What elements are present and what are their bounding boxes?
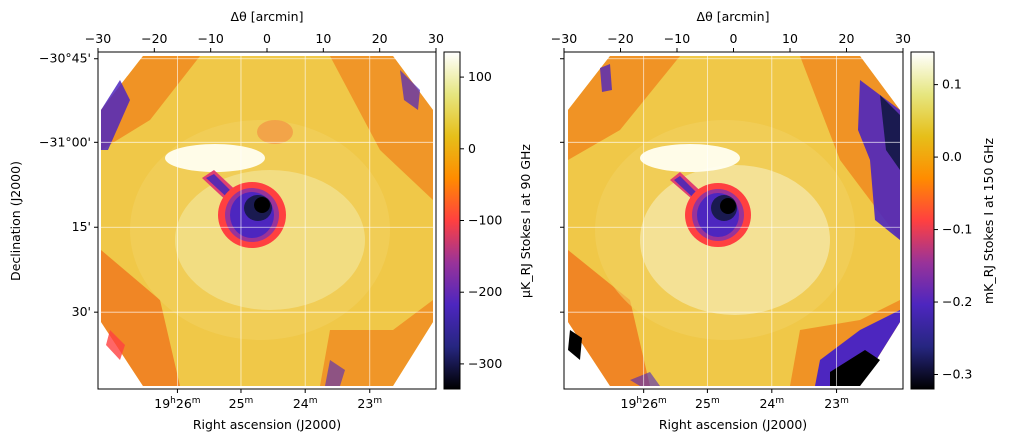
map-image	[564, 52, 903, 389]
top-tick-label: 20	[372, 31, 388, 46]
colorbar-tick-label: −100	[468, 213, 502, 228]
top-axis-label: Δθ [arcmin]	[231, 9, 304, 24]
colorbar-gradient	[443, 51, 461, 390]
colorbar-tick-label: −300	[468, 356, 502, 371]
colorbar-tick-label: −0.3	[942, 367, 972, 382]
colorbar-label: μK_RJ Stokes I at 90 GHz	[518, 144, 533, 298]
top-axis-label: Δθ [arcmin]	[697, 9, 770, 24]
colorbar-label: mK_RJ Stokes I at 150 GHz	[981, 138, 996, 305]
colorbar-tick-label: 0.1	[942, 77, 962, 92]
bottom-axis-label: Right ascension (J2000)	[193, 417, 341, 432]
top-tick-label: 10	[782, 31, 798, 46]
top-tick-label: 0	[730, 31, 738, 46]
bottom-tick-label: 19h26m	[154, 396, 200, 411]
colorbar-ticks: −300 −200 −100 0 100	[460, 69, 502, 371]
left-tick-label: −31°00'	[39, 134, 91, 149]
axis-ticks: −30 −20 −10 0 10 20 30 19h26m 25m 24m 23m −30°45' −3…	[39, 31, 444, 411]
colorbar-gradient	[910, 51, 935, 390]
bottom-tick-label: 24m	[293, 396, 318, 411]
left-tick-label: 15'	[72, 219, 91, 234]
left-tick-label: 30'	[72, 304, 91, 319]
colorbar-tick-label: 100	[468, 69, 492, 84]
colorbar-tick-label: −200	[468, 284, 502, 299]
top-tick-label: 30	[428, 31, 444, 46]
map-image	[98, 52, 436, 389]
bottom-tick-label: 23m	[357, 396, 382, 411]
grid-lines	[98, 52, 436, 389]
top-tick-label: 20	[839, 31, 855, 46]
colorbar-ticks: −0.3 −0.2 −0.1 0.0 0.1	[934, 77, 972, 382]
bottom-axis-label: Right ascension (J2000)	[659, 417, 807, 432]
colorbar-tick-label: −0.1	[942, 222, 972, 237]
colorbar: −0.3 −0.2 −0.1 0.0 0.1 mK_RJ Stokes I at 150…	[910, 51, 996, 390]
top-tick-label: 0	[263, 31, 271, 46]
bottom-tick-label: 23m	[824, 396, 849, 411]
top-tick-label: −10	[197, 31, 223, 46]
top-tick-label: −10	[664, 31, 690, 46]
top-tick-label: −20	[141, 31, 167, 46]
panel-150ghz: −30 −20 −10 0 10 20 30 19h26m 25m 24m 23m Δθ [arcm…	[551, 9, 996, 432]
bottom-tick-label: 24m	[759, 396, 784, 411]
colorbar: −300 −200 −100 0 100 μK_RJ Stokes I at 90 GH…	[443, 51, 533, 390]
grid-lines	[564, 52, 903, 389]
axis-ticks: −30 −20 −10 0 10 20 30 19h26m 25m 24m 23m	[551, 31, 911, 411]
top-tick-label: −30	[85, 31, 111, 46]
bottom-tick-label: 25m	[229, 396, 254, 411]
top-tick-label: 10	[315, 31, 331, 46]
colorbar-tick-label: 0.0	[942, 149, 962, 164]
top-tick-label: −20	[607, 31, 633, 46]
bottom-tick-label: 19h26m	[621, 396, 667, 411]
left-axis-label: Declination (J2000)	[8, 161, 23, 281]
left-tick-label: −30°45'	[39, 51, 91, 66]
top-tick-label: −30	[551, 31, 577, 46]
bottom-tick-label: 25m	[695, 396, 720, 411]
top-tick-label: 30	[895, 31, 911, 46]
colorbar-tick-label: −0.2	[942, 294, 972, 309]
colorbar-tick-label: 0	[468, 141, 476, 156]
